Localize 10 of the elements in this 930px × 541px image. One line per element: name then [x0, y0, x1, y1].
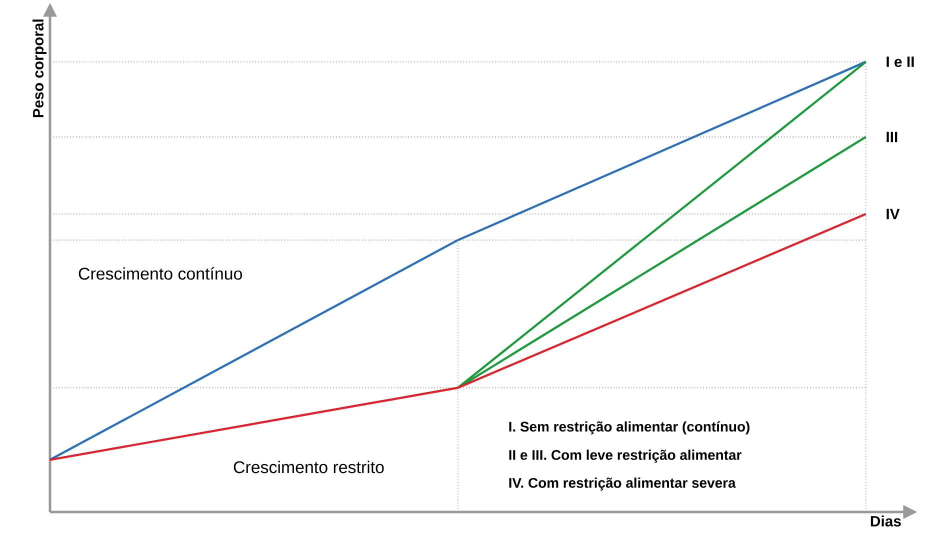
annotation: IV. Com restrição alimentar severa	[509, 478, 736, 491]
annotation: Crescimento restrito	[234, 460, 384, 474]
annotation: Crescimento contínuo	[78, 267, 242, 280]
x-axis-title: Dias	[870, 516, 901, 526]
y-axis-title: Peso corporal	[32, 20, 46, 118]
annotation: II e III. Com leve restrição alimentar	[509, 450, 742, 463]
annotation: I. Sem restrição alimentar (contínuo)	[509, 421, 750, 434]
series-label: IV	[886, 208, 900, 220]
series-label: I e II	[886, 56, 914, 68]
series-label: III	[886, 132, 898, 142]
